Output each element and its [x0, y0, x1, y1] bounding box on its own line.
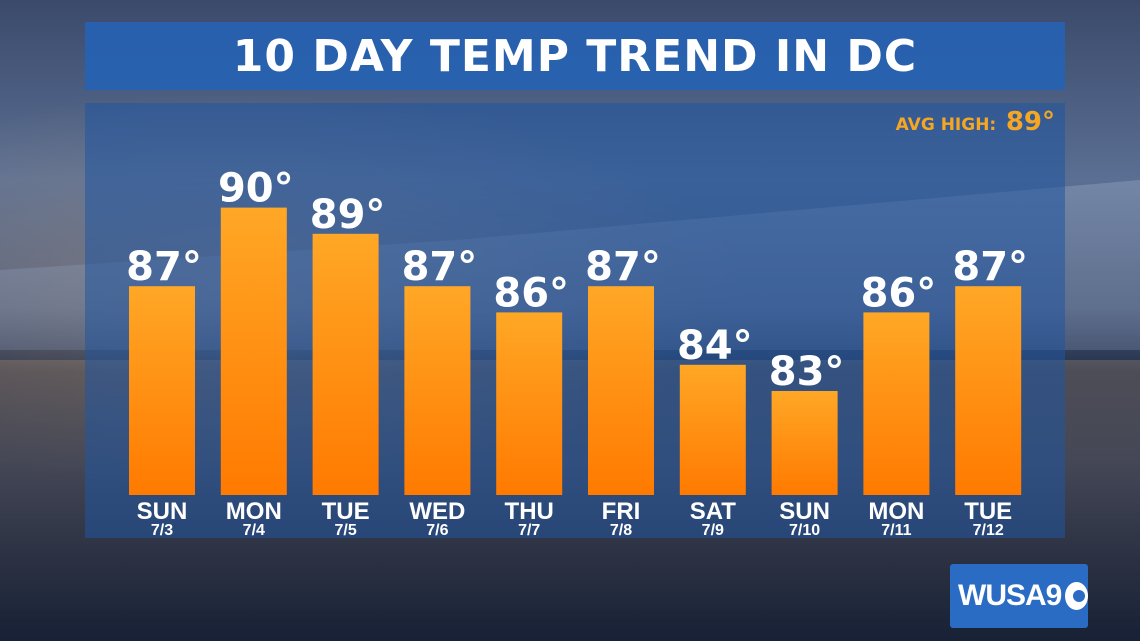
bar-4	[404, 286, 471, 495]
bar-value-label: 86°	[493, 270, 569, 316]
bar-8	[771, 391, 838, 495]
bar-5	[496, 312, 563, 495]
chart-panel: AVG HIGH: 89° 87° SUN 7/3 90° MON 7/4 89° TUE 7/…	[85, 103, 1065, 538]
avg-high-label: AVG HIGH:	[895, 115, 997, 135]
bar-value-label: 87°	[126, 244, 202, 290]
bar-value-label: 87°	[585, 244, 661, 290]
bar-3	[312, 233, 379, 496]
bar-1	[129, 286, 195, 495]
cbs-eye-icon	[1065, 582, 1088, 610]
bar-value-label: 87°	[952, 244, 1028, 290]
date-label: 7/9	[702, 522, 724, 538]
wusa9-logo: WUSA9	[950, 564, 1088, 628]
date-label: 7/8	[610, 522, 632, 538]
day-label: MON	[868, 498, 924, 525]
day-label: TUE	[322, 498, 370, 525]
title-bar: 10 DAY TEMP TREND IN DC	[85, 22, 1065, 90]
bar-chart: 87°SUN7/390°MON7/489°TUE7/587°WED7/686°T…	[126, 166, 1028, 538]
date-label: 7/10	[789, 522, 820, 538]
date-label: 7/4	[243, 522, 265, 538]
avg-high-readout: AVG HIGH: 89°	[896, 107, 1055, 137]
day-label: SUN	[137, 498, 188, 525]
day-label: SAT	[690, 498, 737, 525]
bar-6	[588, 286, 654, 495]
day-label: TUE	[964, 498, 1012, 525]
bar-value-label: 89°	[310, 192, 386, 238]
bar-value-label: 86°	[861, 270, 937, 316]
day-label: FRI	[602, 498, 641, 525]
date-label: 7/3	[151, 522, 173, 538]
bar-10	[955, 286, 1022, 495]
bar-2	[220, 207, 287, 495]
logo-text: WUSA9	[958, 579, 1062, 612]
day-label: SUN	[779, 498, 830, 525]
date-label: 7/7	[518, 522, 540, 538]
bar-value-label: 83°	[769, 349, 845, 395]
bars-layer: 87°SUN7/390°MON7/489°TUE7/587°WED7/686°T…	[126, 166, 1028, 538]
day-label: MON	[226, 498, 282, 525]
date-label: 7/12	[973, 522, 1004, 538]
bar-9	[863, 312, 930, 495]
date-label: 7/11	[881, 522, 911, 538]
avg-high-value: 89°	[1005, 107, 1055, 137]
date-label: 7/5	[334, 522, 356, 538]
day-label: WED	[409, 498, 465, 525]
chart-title: 10 DAY TEMP TREND IN DC	[232, 30, 918, 82]
day-label: THU	[505, 498, 554, 525]
date-label: 7/6	[426, 522, 448, 538]
bar-7	[679, 364, 746, 495]
bar-value-label: 87°	[402, 244, 478, 290]
bar-value-label: 84°	[677, 323, 753, 369]
bar-value-label: 90°	[218, 166, 294, 212]
